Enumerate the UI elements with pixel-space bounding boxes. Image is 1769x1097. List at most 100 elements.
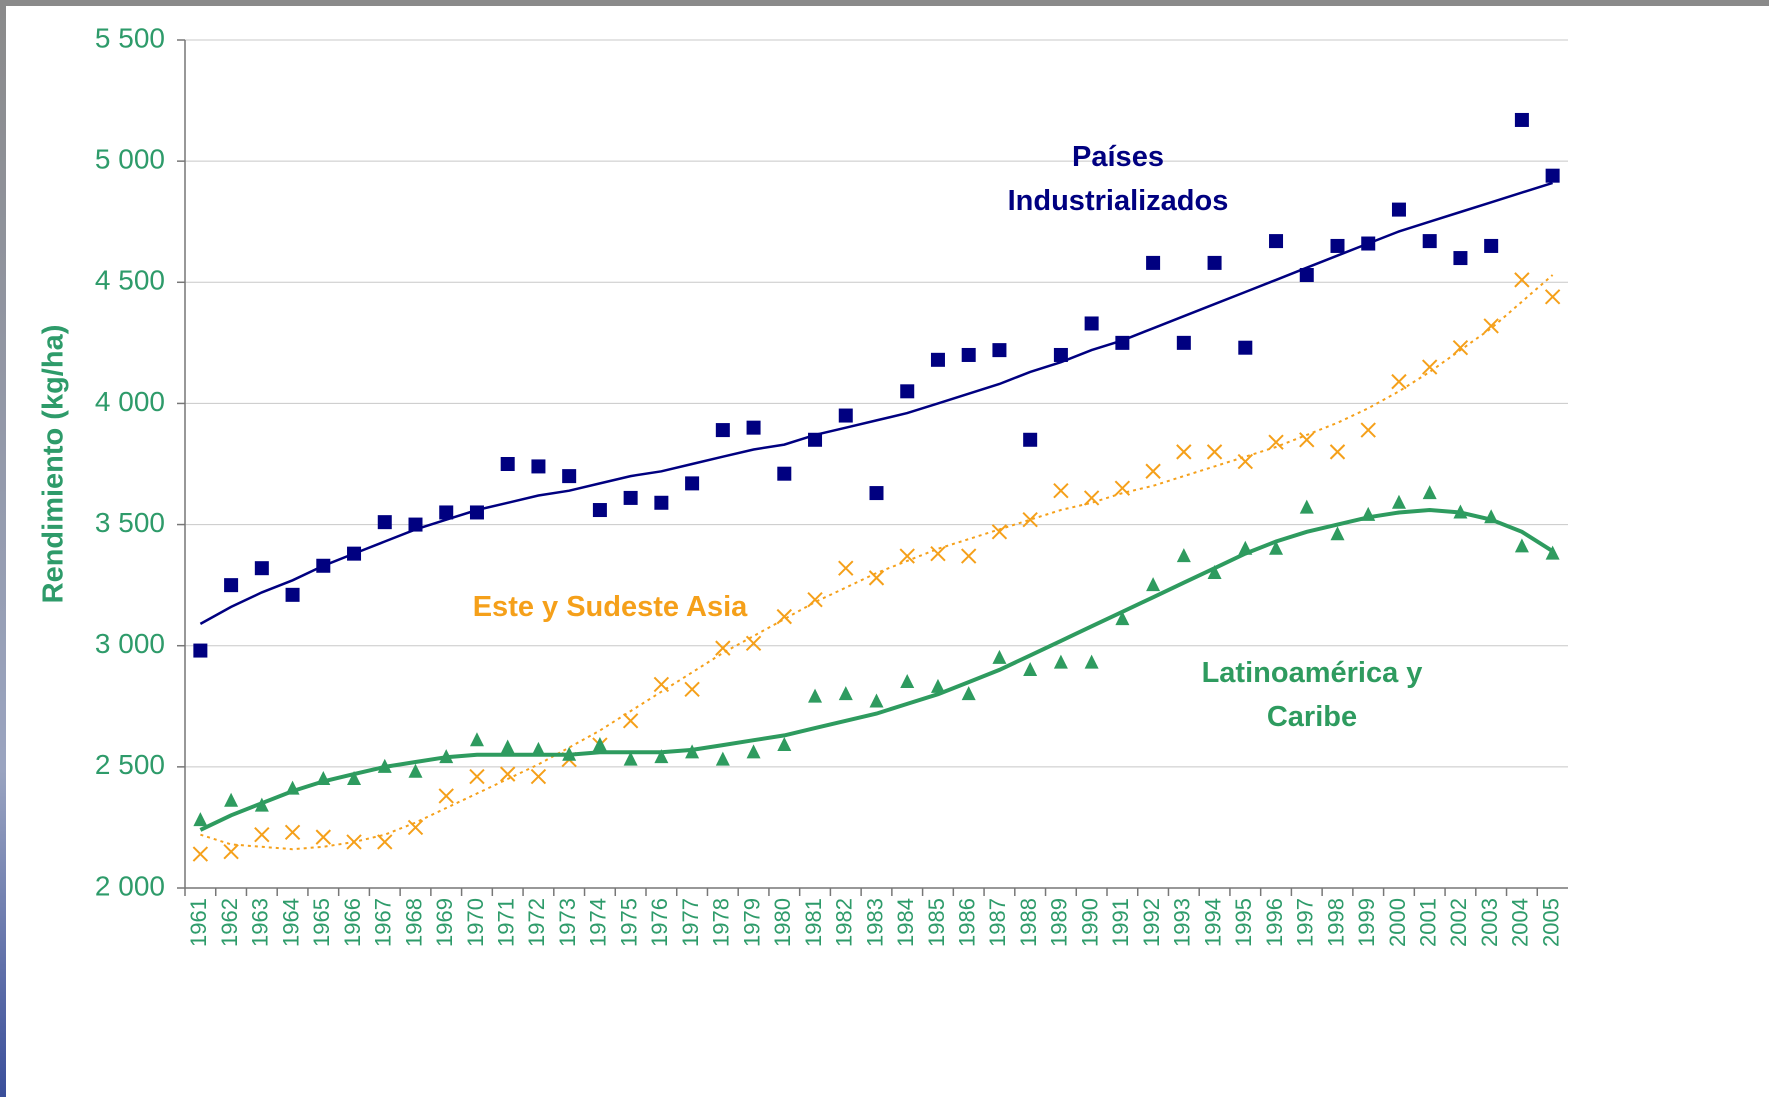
- point: [1453, 251, 1468, 266]
- point: [961, 347, 976, 362]
- x-tick-label: 1981: [801, 898, 826, 947]
- point: [1269, 234, 1284, 249]
- point: [1299, 268, 1314, 283]
- point: [1053, 482, 1069, 499]
- point: [1514, 112, 1529, 127]
- point: [1023, 432, 1038, 447]
- point: [469, 732, 484, 747]
- x-tick-label: 1971: [494, 898, 519, 947]
- x-tick-label: 1964: [278, 898, 303, 947]
- point: [930, 352, 945, 367]
- point: [1299, 432, 1315, 448]
- x-tick-label: 1973: [555, 898, 580, 947]
- point: [1391, 373, 1407, 390]
- point: [838, 408, 853, 423]
- x-tick-label: 1982: [832, 898, 857, 947]
- point: [224, 792, 239, 807]
- point: [653, 676, 670, 693]
- point: [715, 751, 730, 766]
- x-tick-label: 1963: [248, 898, 273, 947]
- point: [869, 486, 884, 501]
- point: [254, 797, 269, 812]
- point: [531, 459, 546, 474]
- point: [284, 824, 301, 840]
- point: [623, 490, 638, 505]
- point: [1084, 316, 1099, 331]
- point: [715, 640, 731, 656]
- point: [439, 505, 454, 520]
- x-tick-label: 2005: [1538, 898, 1563, 947]
- point: [807, 591, 823, 608]
- point: [746, 744, 761, 759]
- point: [685, 744, 700, 759]
- x-tick-label: 1993: [1170, 898, 1195, 947]
- x-tick-label: 2000: [1385, 898, 1410, 947]
- x-tick-label: 1980: [770, 898, 795, 947]
- point: [1176, 548, 1191, 563]
- point: [1422, 485, 1437, 500]
- point: [439, 749, 454, 764]
- x-tick-label: 1972: [524, 898, 549, 947]
- point: [900, 384, 915, 399]
- point: [408, 517, 423, 532]
- point: [1391, 202, 1406, 217]
- point: [285, 587, 300, 602]
- point: [1453, 504, 1468, 519]
- top-border: [0, 0, 1769, 6]
- x-tick-label: 1967: [371, 898, 396, 947]
- point: [623, 751, 638, 766]
- x-tick-label: 1974: [586, 898, 611, 947]
- point: [1115, 335, 1130, 350]
- x-tick-label: 1991: [1108, 898, 1133, 947]
- point: [499, 766, 516, 782]
- point: [1544, 289, 1561, 305]
- x-tick-label: 1970: [463, 898, 488, 947]
- point: [438, 788, 454, 804]
- y-axis-title: Rendimiento (kg/ha): [38, 325, 70, 604]
- point: [930, 678, 945, 693]
- point: [1391, 494, 1406, 509]
- x-tick-label: 1997: [1293, 898, 1318, 947]
- point: [531, 741, 546, 756]
- x-tick-label: 1990: [1077, 898, 1102, 947]
- point: [285, 780, 300, 795]
- x-tick-label: 1998: [1323, 898, 1348, 947]
- x-tick-label: 1979: [739, 898, 764, 947]
- x-tick-label: 1999: [1354, 898, 1379, 947]
- point: [316, 770, 331, 785]
- point: [1084, 654, 1099, 669]
- point: [1146, 577, 1161, 592]
- point: [1360, 422, 1376, 438]
- point: [347, 770, 362, 785]
- x-tick-label: 1989: [1047, 898, 1072, 947]
- point: [992, 649, 1007, 664]
- point: [838, 686, 853, 701]
- point: [316, 558, 331, 573]
- point: [1422, 234, 1437, 249]
- x-tick-label: 1983: [862, 898, 887, 947]
- point: [1514, 538, 1529, 553]
- x-tick-label: 1962: [217, 898, 242, 947]
- point: [1145, 463, 1161, 479]
- x-tick-label: 1961: [186, 898, 211, 947]
- point: [1053, 654, 1068, 669]
- point: [1207, 255, 1222, 270]
- point: [654, 749, 669, 764]
- point: [346, 834, 362, 850]
- point: [254, 561, 269, 576]
- series-label: Este y Sudeste Asia: [472, 591, 748, 623]
- point: [685, 476, 700, 491]
- point: [1361, 506, 1376, 521]
- point: [1421, 359, 1438, 375]
- point: [254, 826, 270, 843]
- point: [776, 608, 793, 625]
- point: [1483, 318, 1499, 334]
- point: [408, 763, 423, 778]
- x-tick-label: 1987: [985, 898, 1010, 947]
- point: [193, 812, 208, 827]
- point: [960, 548, 977, 564]
- point: [777, 466, 792, 481]
- point: [562, 746, 577, 761]
